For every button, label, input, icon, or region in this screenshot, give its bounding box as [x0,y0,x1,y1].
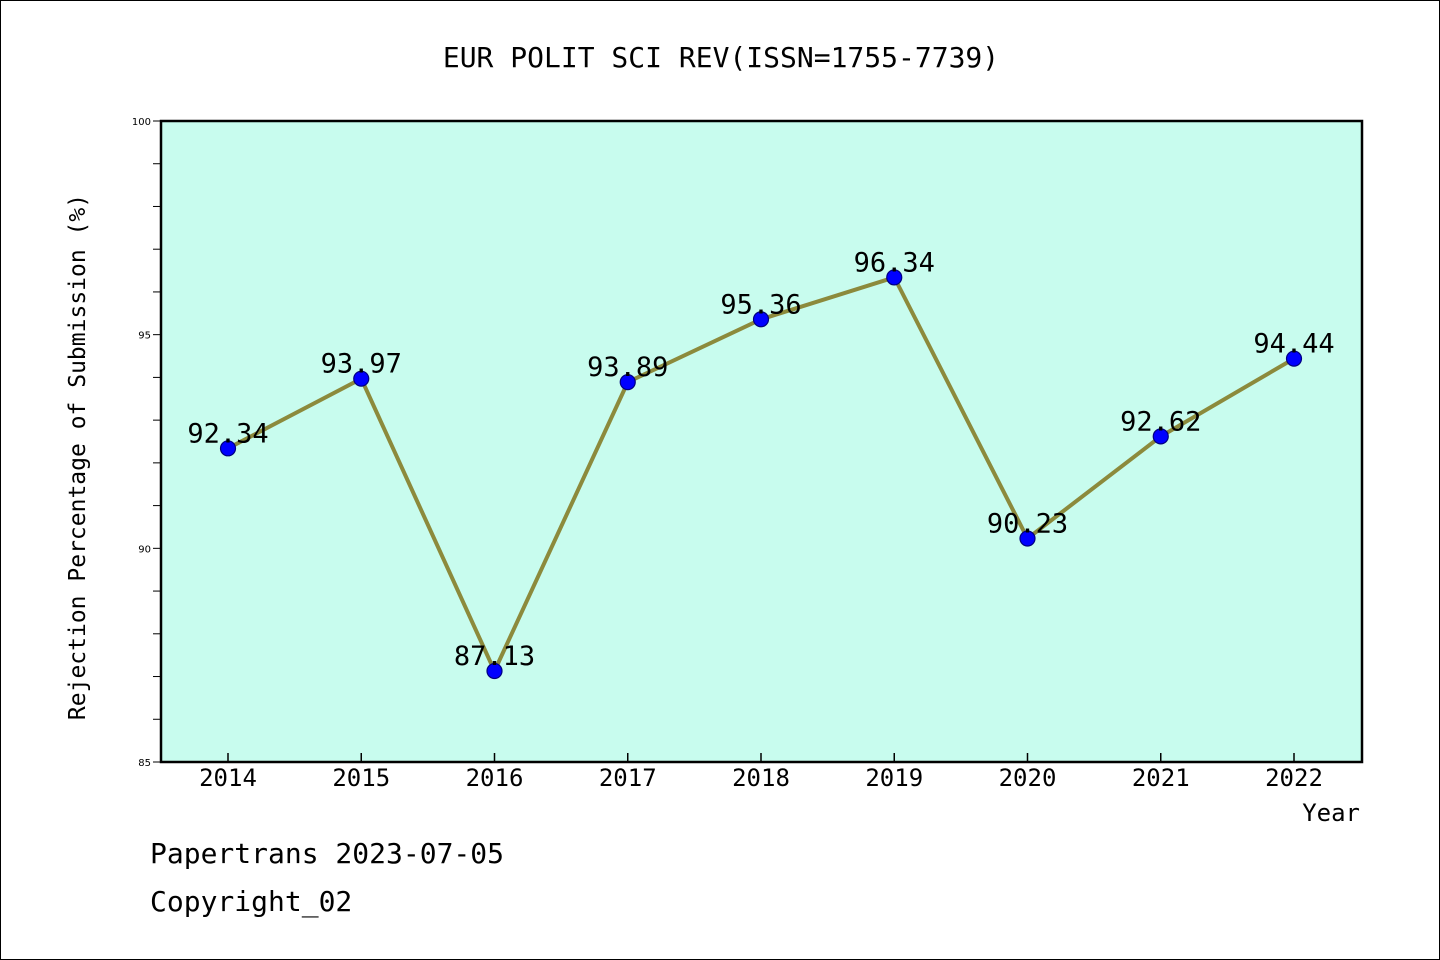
chart-title: EUR POLIT SCI REV(ISSN=1755-7739) [443,41,999,74]
data-label: 93.97 [321,349,402,380]
x-tick-label: 2018 [732,764,790,792]
data-label: 94.44 [1253,329,1334,360]
x-tick-label: 2022 [1265,764,1323,792]
data-label: 90.23 [987,509,1068,540]
data-markers [219,269,1303,680]
x-tick-label: 2021 [1132,764,1190,792]
data-label: 96.34 [854,247,935,278]
source-date-text: Papertrans 2023-07-05 [150,837,505,870]
y-tick-label: 90 [138,544,151,555]
x-axis-ticks: 2014 2015 2016 2017 2018 2019 2020 2021 2022 [199,753,1323,792]
data-label: 95.36 [720,289,801,320]
x-tick-label: 2016 [466,764,524,792]
data-point [619,374,636,391]
data-point [1285,350,1303,367]
data-label: 92.34 [187,418,268,449]
y-axis-ticks: 85 90 95 100 [132,117,161,769]
x-tick-label: 2020 [999,764,1057,792]
y-tick-label: 85 [138,758,151,769]
copyright-text: Copyright_02 [150,885,353,918]
x-tick-label: 2014 [199,764,257,792]
x-tick-label: 2015 [332,764,390,792]
x-axis-label: Year [1302,799,1360,827]
data-point [752,311,770,328]
data-label: 92.62 [1120,406,1201,437]
x-tick-label: 2019 [865,764,923,792]
x-tick-label: 2017 [599,764,657,792]
plot-area [159,119,1364,764]
data-labels: 92.34 93.97 87.13 93.89 95.36 96.34 90.23 92.62… [187,247,1334,672]
data-point [219,440,237,457]
data-label: 93.89 [587,352,668,383]
data-point [1152,428,1169,445]
y-tick-label: 95 [138,331,151,342]
data-label: 87.13 [454,641,535,672]
y-axis-label: Rejection Percentage of Submission (%) [65,194,91,720]
data-point [1019,530,1036,547]
data-point [886,269,903,286]
data-point [353,370,370,387]
data-point [486,662,503,680]
y-tick-label: 100 [132,117,151,128]
